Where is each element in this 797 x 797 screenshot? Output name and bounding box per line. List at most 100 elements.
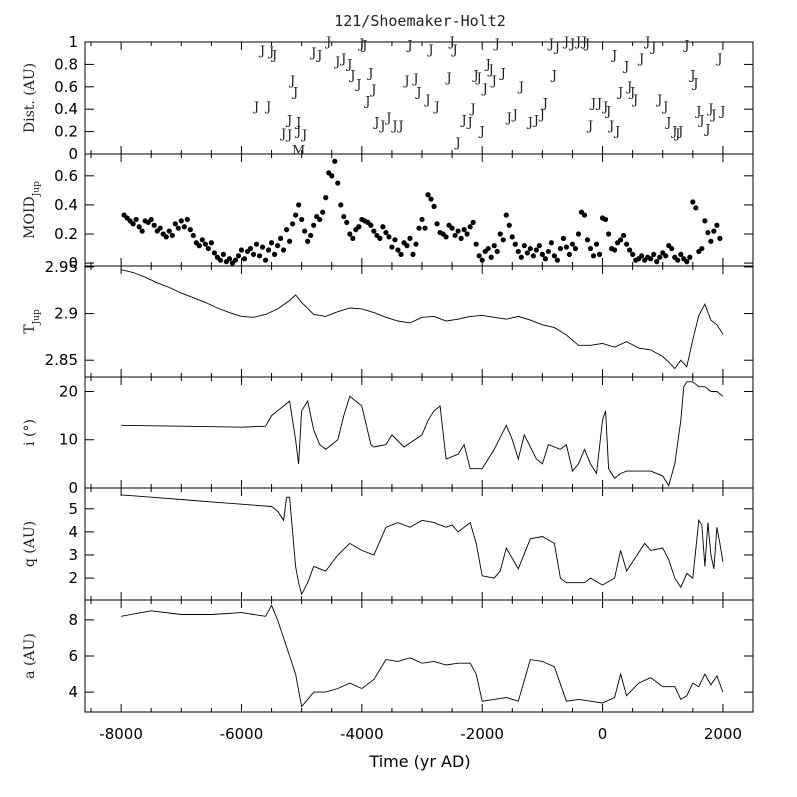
data-point xyxy=(717,235,723,241)
data-point xyxy=(190,232,196,239)
data-point xyxy=(714,222,720,228)
y-tick-label: 0.8 xyxy=(54,55,78,73)
data-point xyxy=(572,245,579,252)
data-point xyxy=(392,237,398,243)
point-j: J xyxy=(472,69,479,84)
data-point xyxy=(533,247,539,253)
point-j: J xyxy=(291,85,298,100)
data-point xyxy=(458,235,464,241)
data-point xyxy=(479,257,485,263)
data-point xyxy=(136,224,142,230)
data-point xyxy=(386,234,392,240)
point-j: J xyxy=(688,69,695,84)
data-point xyxy=(130,221,136,227)
panel-frame xyxy=(84,487,754,601)
data-point xyxy=(329,173,335,179)
point-j: J xyxy=(372,116,379,131)
x-tick-label: -8000 xyxy=(99,725,143,743)
data-point xyxy=(699,245,705,252)
data-point xyxy=(575,231,582,237)
data-point xyxy=(630,251,636,257)
data-point xyxy=(476,253,482,259)
panel-frame xyxy=(84,599,754,713)
data-point xyxy=(166,228,172,234)
data-point xyxy=(413,241,419,247)
data-point xyxy=(605,231,612,237)
data-point xyxy=(431,203,437,209)
data-point xyxy=(596,251,603,257)
data-point xyxy=(509,234,515,240)
series-line xyxy=(120,269,724,370)
x-tick-label: 0 xyxy=(598,725,608,743)
point-j: J xyxy=(478,125,485,140)
point-j: J xyxy=(300,128,307,143)
point-j: J xyxy=(285,113,292,128)
data-point xyxy=(654,259,660,265)
data-point xyxy=(602,216,609,223)
data-point xyxy=(584,237,591,243)
y-tick-label: 8 xyxy=(68,611,78,629)
data-point xyxy=(452,232,458,239)
data-point xyxy=(524,250,530,256)
point-j: J xyxy=(649,41,656,56)
data-point xyxy=(624,241,630,247)
point-j: J xyxy=(267,45,274,60)
data-point xyxy=(702,218,708,224)
data-point xyxy=(368,222,374,228)
point-j: J xyxy=(487,63,494,78)
data-point xyxy=(404,243,410,249)
data-point xyxy=(202,241,208,247)
point-j: J xyxy=(279,127,286,142)
point-j: J xyxy=(490,74,497,89)
data-point xyxy=(253,241,260,247)
point-j: J xyxy=(324,35,331,50)
data-point xyxy=(467,224,473,230)
data-point xyxy=(663,253,669,259)
data-point xyxy=(148,216,154,223)
point-j: J xyxy=(460,113,467,128)
point-j: J xyxy=(616,85,623,100)
chart-title: 121/Shoemaker-Holt2 xyxy=(334,12,506,30)
data-point xyxy=(317,216,323,223)
data-point xyxy=(560,235,567,241)
data-point xyxy=(639,253,645,259)
point-j: J xyxy=(586,119,593,134)
point-j: J xyxy=(454,136,461,151)
point-j: J xyxy=(550,69,557,84)
data-point xyxy=(500,237,506,243)
data-point xyxy=(491,243,497,249)
data-point xyxy=(690,199,696,205)
point-j: J xyxy=(369,83,376,98)
point-j: J xyxy=(333,55,340,70)
data-point xyxy=(593,241,600,247)
data-point xyxy=(371,228,377,234)
data-point xyxy=(169,232,175,239)
point-j: J xyxy=(532,113,539,128)
point-j: J xyxy=(715,52,722,67)
data-point xyxy=(611,247,618,253)
y-tick-label: 0.6 xyxy=(54,78,78,96)
data-point xyxy=(569,241,576,247)
data-point xyxy=(687,254,693,260)
data-point xyxy=(407,235,413,241)
data-point xyxy=(434,221,440,227)
point-j: J xyxy=(583,37,590,52)
data-point xyxy=(657,254,663,260)
data-point xyxy=(268,240,275,246)
point-j: J xyxy=(697,113,704,128)
data-point xyxy=(422,225,428,231)
point-j: J xyxy=(354,78,361,93)
data-point xyxy=(494,248,500,255)
data-point xyxy=(323,195,329,201)
panel-4: 2 3 4 5 q (AU) xyxy=(22,487,754,601)
point-j: J xyxy=(270,48,277,63)
point-j: J xyxy=(709,108,716,123)
data-point xyxy=(290,221,296,227)
point-j: J xyxy=(360,38,367,53)
point-j: J xyxy=(568,37,575,52)
data-point xyxy=(539,251,545,257)
data-point xyxy=(199,237,205,243)
data-point xyxy=(618,237,624,243)
